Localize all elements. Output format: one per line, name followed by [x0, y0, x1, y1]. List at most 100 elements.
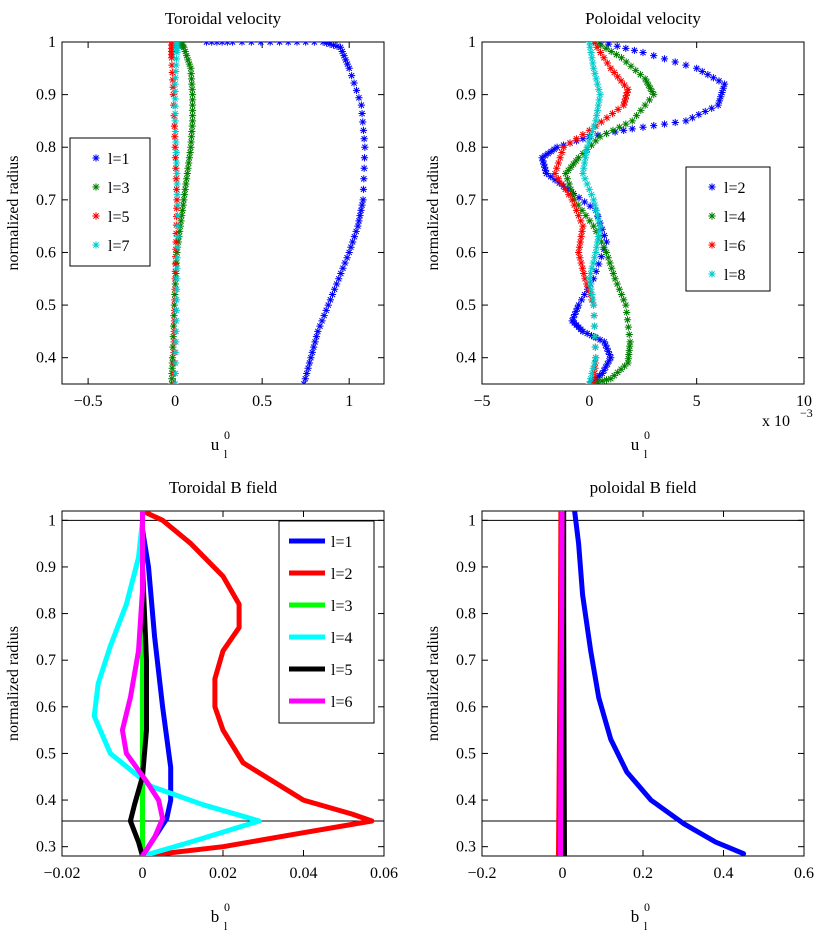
tb-title: Toroidal B field — [169, 478, 278, 497]
pv-point-l=8 — [581, 175, 589, 183]
pv-point-l=8 — [587, 375, 595, 383]
pv-point-l=2 — [602, 238, 611, 246]
tv-point-l=1 — [361, 143, 369, 151]
pb-ytick-label: 0.8 — [456, 606, 476, 623]
pv-point-l=4 — [609, 126, 617, 134]
pv-point-l=8 — [592, 117, 600, 125]
pv-point-l=6 — [623, 88, 631, 97]
tv-legend-marker — [92, 212, 100, 220]
pv-point-l=6 — [575, 248, 583, 257]
tv-point-l=5 — [170, 112, 178, 120]
pb-xlabel: b — [631, 907, 640, 926]
tb-xtick-label: 0.06 — [370, 865, 398, 882]
pv-point-l=4 — [641, 75, 649, 83]
tv-point-l=7 — [173, 264, 181, 272]
pv-point-l=2 — [583, 329, 591, 338]
tb-legend-label: l=3 — [331, 598, 352, 615]
tv-point-l=3 — [188, 96, 197, 104]
pv-point-l=2 — [541, 163, 549, 171]
pv-point-l=4 — [594, 378, 602, 384]
tv-point-l=7 — [172, 296, 181, 304]
pv-point-l=4 — [632, 112, 641, 120]
pv-point-l=8 — [588, 369, 596, 378]
tv-point-l=3 — [188, 117, 197, 125]
pv-point-l=6 — [608, 109, 617, 118]
tv-point-l=3 — [185, 154, 194, 162]
pv-xtick-label: 0 — [585, 393, 593, 410]
pv-point-l=4 — [617, 54, 626, 62]
tv-xlabel-sub: l — [224, 447, 228, 461]
tv-point-l=1 — [307, 354, 315, 362]
pv-point-l=8 — [590, 122, 598, 130]
pv-point-l=8 — [589, 59, 597, 67]
pb-plot-area — [556, 511, 747, 856]
tv-point-l=5 — [171, 154, 180, 162]
pv-point-l=4 — [602, 248, 611, 257]
pv-series-l=4 — [562, 42, 658, 384]
pv-point-l=2 — [590, 275, 598, 283]
pv-point-l=8 — [590, 312, 598, 320]
tv-point-l=7 — [173, 201, 181, 209]
tb-line-l=4 — [91, 517, 262, 856]
pb-ytick-label: 0.3 — [456, 839, 476, 856]
pv-point-l=8 — [590, 64, 598, 72]
pv-point-l=8 — [585, 138, 593, 146]
pv-point-l=6 — [577, 217, 585, 225]
tv-series-l=1 — [202, 42, 369, 384]
pv-point-l=4 — [632, 66, 640, 75]
tv-point-l=1 — [303, 369, 311, 378]
tv-point-l=1 — [340, 52, 348, 60]
tv-point-l=7 — [172, 338, 180, 346]
pv-point-l=2 — [598, 225, 606, 233]
tv-point-l=7 — [171, 127, 180, 136]
pv-point-l=6 — [620, 101, 628, 109]
tv-point-l=3 — [181, 47, 189, 56]
tv-point-l=7 — [171, 102, 179, 110]
tv-point-l=3 — [179, 201, 187, 209]
tv-point-l=3 — [188, 106, 197, 114]
tv-legend: l=1 l=3 l=5 l=7 — [69, 137, 151, 267]
pv-point-l=4 — [606, 259, 614, 267]
pv-point-l=4 — [650, 91, 658, 99]
pv-xtick-label: 10 — [796, 393, 812, 410]
pv-point-l=6 — [576, 238, 584, 246]
tv-point-l=1 — [304, 364, 312, 372]
tv-point-l=3 — [177, 217, 185, 225]
pv-point-l=6 — [572, 135, 581, 143]
pv-point-l=6 — [621, 95, 629, 103]
tv-point-l=3 — [188, 101, 197, 109]
tv-point-l=7 — [171, 95, 179, 103]
pv-point-l=4 — [637, 106, 645, 114]
tv-point-l=5 — [172, 229, 180, 238]
tv-point-l=1 — [347, 243, 355, 251]
pv-point-l=4 — [592, 137, 600, 145]
pv-series-l=8 — [579, 42, 604, 384]
pv-point-l=4 — [612, 51, 620, 59]
pv-ytick-label: 0.4 — [456, 350, 476, 367]
pv-point-l=4 — [563, 175, 572, 183]
pv-point-l=8 — [592, 206, 600, 214]
pv-point-l=4 — [646, 84, 654, 92]
pv-point-l=4 — [613, 280, 621, 288]
tv-xtick-label: 0 — [171, 393, 179, 410]
pv-point-l=8 — [585, 380, 593, 384]
tv-point-l=3 — [185, 159, 193, 167]
tb-plot-area — [91, 511, 375, 856]
tv-point-l=1 — [310, 343, 318, 351]
pv-point-l=6 — [585, 126, 593, 134]
pv-point-l=4 — [624, 323, 633, 331]
pv-point-l=4 — [564, 166, 572, 174]
tv-point-l=1 — [312, 333, 321, 341]
tv-legend-box — [69, 137, 151, 267]
pv-panel: −5 0 5 10 0.4 0.5 0.6 0.7 0.8 0.9 1 Poloidal veloci… — [425, 9, 813, 461]
tv-point-l=1 — [360, 164, 368, 172]
pv-xscale-label: x 10 — [762, 413, 790, 430]
pv-point-l=8 — [591, 201, 599, 209]
pv-point-l=8 — [595, 85, 603, 93]
pv-point-l=6 — [578, 264, 587, 272]
pv-point-l=4 — [611, 275, 619, 283]
pv-point-l=2 — [541, 152, 549, 160]
tv-point-l=5 — [171, 143, 179, 151]
tv-point-l=7 — [172, 306, 180, 314]
tv-point-l=7 — [172, 148, 180, 157]
